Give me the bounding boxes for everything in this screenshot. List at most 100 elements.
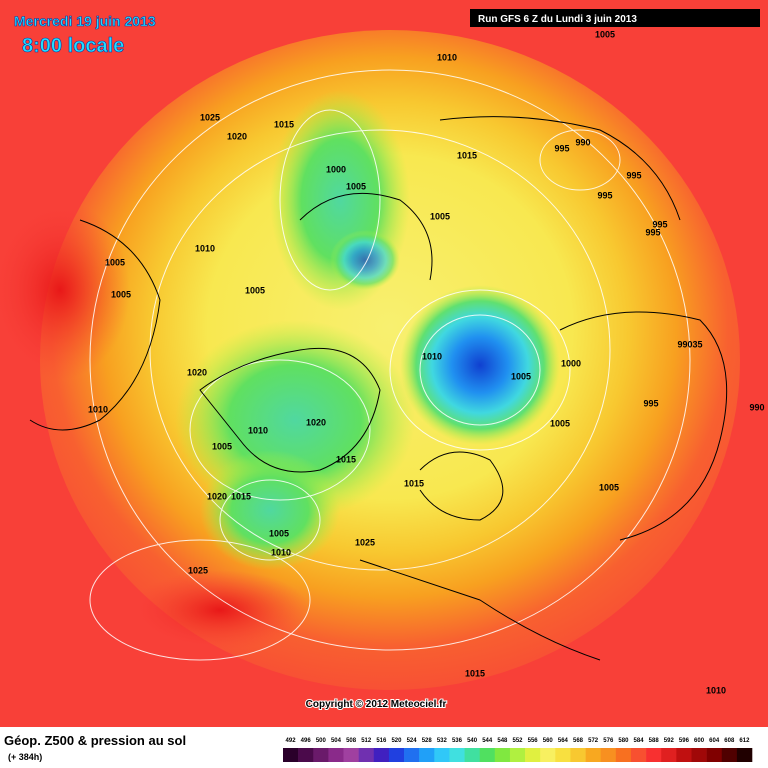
isobar-label: 1000 [561,358,581,368]
ridge-area [0,200,130,380]
scale-swatch [328,748,344,762]
isobar-label: 1015 [231,491,251,501]
ridge-area [130,570,310,650]
color-scale: 492 496 500 504 508 512 516 520 524 528 532 536 540 5… [283,738,753,762]
scale-label: 512 [361,738,372,744]
isobar-label: 1010 [271,547,291,557]
isobar-label: 1015 [465,668,485,678]
scale-label: 560 [543,738,554,744]
scale-swatch [313,748,329,762]
scale-label: 516 [376,738,387,744]
low-area [330,230,400,290]
scale-swatch [464,748,480,762]
coastlines [29,116,728,661]
isobar-label: 1010 [195,243,215,253]
isobar-label: 1010 [88,404,108,414]
isobar-label: 1015 [274,119,294,129]
scale-swatch [646,748,662,762]
isobar-label: 990 [575,137,590,147]
scale-label: 556 [528,738,539,744]
scale-swatch [691,748,707,762]
scale-label: 592 [664,738,675,744]
scale-swatch [540,748,556,762]
scale-label: 580 [618,738,629,744]
scale-label: 524 [407,738,418,744]
legend: Géop. Z500 & pression au sol (+ 384h) 49… [0,727,768,768]
isobar-label: 995 [652,219,667,229]
isobar-label: 1005 [595,29,615,39]
scale-label: 576 [603,738,614,744]
scale-label: 536 [452,738,463,744]
scale-swatch [706,748,723,762]
isobar-label: 1005 [105,257,125,267]
isobar-label: 1005 [511,371,531,381]
isobar-label: 1000 [326,164,346,174]
scale-swatch [358,748,375,762]
isobar-label: 1010 [248,425,268,435]
scale-label: 508 [346,738,357,744]
scale-swatch [525,748,541,762]
scale-label: 492 [286,738,297,744]
isobar-label: 990 [749,402,764,412]
scale-swatch [419,748,435,762]
isobar-label: 1005 [550,418,570,428]
legend-subtitle: (+ 384h) [8,752,42,762]
scale-swatch [298,748,314,762]
scale-swatch [585,748,602,762]
isobar-label: 1025 [188,565,208,575]
scale-label: 520 [391,738,402,744]
scale-swatch [615,748,632,762]
low-area [400,285,560,445]
isobar-label: 1025 [355,537,375,547]
isobar-label: 1005 [430,211,450,221]
isobar-label: 1010 [422,351,442,361]
isobar-labels: 1005101010251020101510159909959951000100… [88,29,765,695]
isobar-label: 1020 [227,131,247,141]
scale-swatch [676,748,692,762]
map: 1005101010251020101510159909959951000100… [0,0,768,727]
scale-label: 532 [437,738,448,744]
isobar-label: 99035 [677,339,702,349]
trough-area [200,450,340,570]
copyright: Copyright © 2012 Meteociel.fr [306,699,447,710]
scale-label: 612 [739,738,750,744]
isobar-label: 995 [645,227,660,237]
scale-label: 596 [679,738,690,744]
date: Mercredi 19 juin 2013 [14,13,156,29]
scale-swatch [721,748,738,762]
isobar-label: 1005 [269,528,289,538]
scale-swatch [494,748,511,762]
isobar-label: 1010 [437,52,457,62]
isobar-label: 995 [554,143,569,153]
isobar-label: 1020 [306,417,326,427]
isobar-label: 1005 [346,181,366,191]
scale-swatch [479,748,496,762]
scale-label: 500 [316,738,327,744]
scale-swatch [509,748,526,762]
scale-label: 564 [558,738,569,744]
isobar-label: 1010 [706,685,726,695]
scale-swatch [343,748,359,762]
legend-title: Géop. Z500 & pression au sol [4,733,186,748]
run-label: Run GFS 6 Z du Lundi 3 juin 2013 [478,14,637,25]
scale-label: 548 [497,738,508,744]
scale-swatch [570,748,586,762]
isobar-label: 995 [643,398,658,408]
run-box [470,9,760,27]
isobar-label: 1020 [207,491,227,501]
scale-label: 552 [512,738,523,744]
time: 8:00 locale [22,35,124,57]
scale-label: 544 [482,738,493,744]
scale-swatch [600,748,617,762]
scale-label: 608 [724,738,735,744]
isobar-label: 995 [626,170,641,180]
isobar-label: 1005 [111,289,131,299]
isobars [89,69,691,661]
scale-swatch [373,748,390,762]
isobar-label: 1015 [404,478,424,488]
scale-swatch [283,748,299,762]
isobar-label: 1025 [200,112,220,122]
scale-label: 600 [694,738,705,744]
scale-swatch [434,748,450,762]
